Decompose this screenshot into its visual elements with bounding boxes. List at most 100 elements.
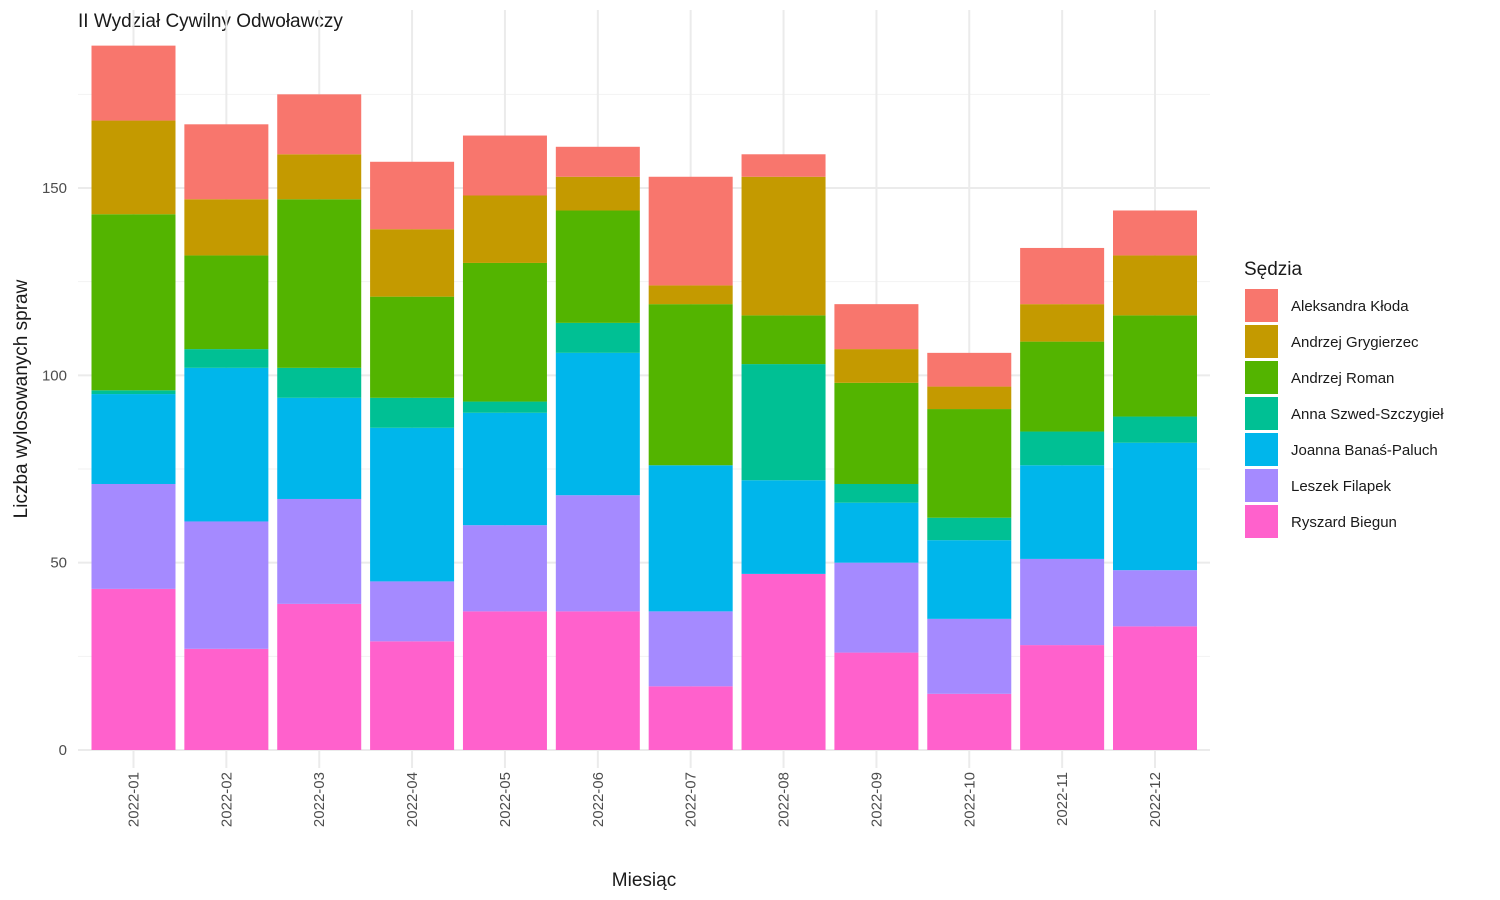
bar-segment	[648, 465, 733, 612]
bar-segment	[1020, 465, 1105, 559]
bar-segment	[741, 573, 826, 750]
bar-segment	[1113, 315, 1197, 417]
bar-segment	[927, 409, 1012, 518]
legend: Sędzia Aleksandra Kłoda Andrzej Grygierze…	[1244, 259, 1444, 538]
bar-segment	[555, 210, 640, 323]
bar-segment	[1113, 210, 1197, 256]
bar-segment	[555, 322, 640, 353]
x-tick-label: 2022-12	[1147, 772, 1164, 827]
x-axis-title: Miesiąc	[612, 870, 676, 891]
bar-segment	[927, 352, 1012, 387]
bar-segment	[370, 427, 455, 582]
y-axis-ticks: 0 50 100 150	[42, 180, 67, 759]
x-tick-label: 2022-11	[1054, 772, 1071, 826]
bar-segment	[462, 412, 547, 526]
bar-segment	[555, 495, 640, 612]
legend-key	[1245, 469, 1278, 502]
bar-segment	[370, 581, 455, 642]
y-axis-title: Liczba wylosowanych spraw	[11, 279, 32, 518]
bar-segment	[370, 296, 455, 398]
bar-segment	[277, 367, 362, 398]
legend-key	[1245, 505, 1278, 538]
bar-segment	[1113, 416, 1197, 443]
bar-segment	[648, 686, 733, 750]
bar-segment	[462, 401, 547, 413]
y-tick-label: 50	[50, 555, 67, 572]
legend-key	[1245, 289, 1278, 322]
bar-segment	[648, 611, 733, 687]
bar-segment	[927, 693, 1012, 750]
x-tick-label: 2022-08	[776, 772, 793, 827]
bar-segment	[1020, 247, 1105, 305]
bar-segment	[927, 618, 1012, 694]
bar-segment	[184, 199, 269, 256]
bar-segment	[648, 176, 733, 286]
bar-segment	[741, 176, 826, 316]
bar-segment	[370, 229, 455, 297]
bar-segment	[648, 285, 733, 305]
bar-segment	[91, 214, 176, 391]
bar-segment	[927, 517, 1012, 541]
x-tick-label: 2022-07	[683, 772, 700, 827]
bar-segment	[462, 611, 547, 750]
y-tick-label: 100	[42, 367, 67, 384]
bar-segment	[91, 390, 176, 395]
bar-segment	[741, 315, 826, 365]
bar-segment	[1113, 442, 1197, 571]
bar-segment	[834, 349, 919, 383]
bar-segment	[1020, 341, 1105, 432]
legend-key	[1245, 325, 1278, 358]
bar-segment	[648, 304, 733, 466]
bar-segment	[91, 588, 176, 750]
bar-segment	[834, 382, 919, 484]
chart-title: II Wydział Cywilny Odwoławczy	[78, 11, 343, 32]
bar-segment	[834, 483, 919, 503]
bar-segment	[277, 397, 362, 499]
bars	[91, 45, 1197, 750]
bar-segment	[277, 94, 362, 155]
bar-segment	[555, 352, 640, 496]
bar-segment	[184, 367, 269, 522]
x-axis-ticks: 2022-01 2022-02 2022-03 2022-04 2022-05 2022-…	[126, 772, 1165, 827]
bar-segment	[462, 135, 547, 196]
legend-label: Ryszard Biegun	[1291, 514, 1397, 531]
bar-segment	[277, 199, 362, 368]
legend-key	[1245, 397, 1278, 430]
bar-segment	[370, 397, 455, 428]
bar-segment	[1113, 626, 1197, 750]
bar-segment	[1020, 645, 1105, 750]
bar-segment	[184, 648, 269, 750]
x-tick-label: 2022-01	[126, 772, 143, 827]
bar-segment	[277, 498, 362, 604]
bar-segment	[927, 540, 1012, 619]
bar-segment	[1113, 570, 1197, 627]
x-tick-label: 2022-02	[218, 772, 235, 827]
bar-segment	[741, 364, 826, 481]
bar-segment	[927, 386, 1012, 410]
bar-segment	[91, 120, 176, 215]
bar-segment	[555, 176, 640, 211]
bar-segment	[184, 255, 269, 350]
bar-segment	[277, 603, 362, 750]
bar-segment	[555, 611, 640, 750]
legend-label: Joanna Banaś-Paluch	[1291, 442, 1438, 459]
legend-title: Sędzia	[1244, 259, 1303, 280]
x-tick-label: 2022-04	[404, 772, 421, 827]
x-tick-label: 2022-03	[311, 772, 328, 827]
bar-segment	[91, 483, 176, 589]
legend-key	[1245, 361, 1278, 394]
bar-segment	[184, 349, 269, 368]
x-tick-label: 2022-05	[497, 772, 514, 827]
bar-segment	[834, 652, 919, 750]
bar-segment	[1020, 431, 1105, 466]
bar-segment	[555, 146, 640, 177]
bar-segment	[184, 124, 269, 200]
bar-segment	[834, 502, 919, 563]
legend-key	[1245, 433, 1278, 466]
bar-segment	[370, 161, 455, 230]
bar-segment	[1020, 304, 1105, 342]
bar-segment	[834, 304, 919, 350]
bar-segment	[91, 394, 176, 484]
bar-segment	[1020, 558, 1105, 646]
